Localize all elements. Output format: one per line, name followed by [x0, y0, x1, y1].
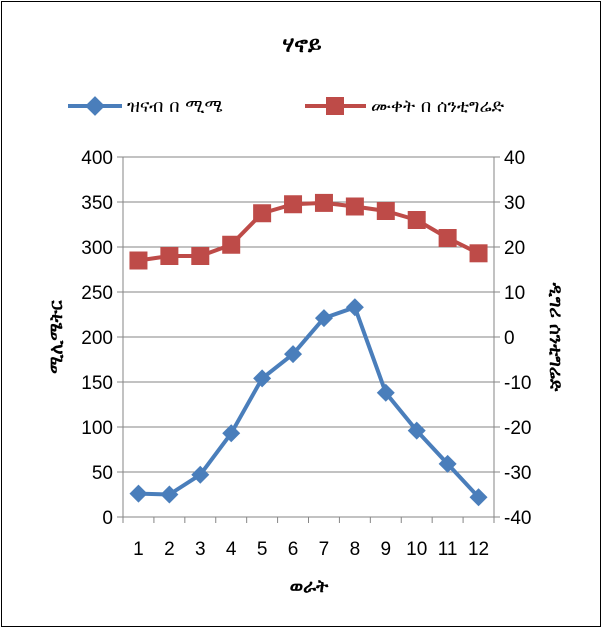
x-tick-label: 5 [257, 539, 268, 560]
series-line [138, 305, 481, 499]
x-tick-label: 8 [350, 539, 361, 560]
data-point-diamond [469, 488, 488, 507]
x-tick-label: 1 [133, 539, 144, 560]
x-tick-label: 3 [195, 539, 206, 560]
y-right-tick-label: 10 [504, 283, 525, 304]
x-tick-label: 11 [438, 539, 458, 560]
x-tick-label: 4 [226, 539, 237, 560]
data-point-square [314, 193, 333, 212]
data-point-diamond [222, 424, 241, 443]
y-left-tick-label: 150 [81, 373, 113, 394]
y-right-tick-label: -40 [504, 508, 531, 529]
legend: ዝናብ በ ሚሜ ሙቀት በ ሰንቲግሬድ [68, 96, 505, 117]
data-point-square [160, 247, 179, 265]
y-axis-right-title: ዲግሪ ሰንቲግሬድ [545, 282, 566, 392]
legend-label-temperature: ሙቀት በ ሰንቲግሬድ [371, 96, 505, 117]
y-left-tick-label: 400 [81, 148, 113, 169]
legend-marker-temperature [326, 97, 344, 115]
y-left-tick-label: 300 [81, 238, 113, 259]
x-tick-label: 7 [319, 539, 330, 560]
x-tick-label: 10 [406, 539, 427, 560]
series-temperature [129, 193, 488, 270]
data-point-diamond [407, 421, 426, 440]
data-point-square [469, 244, 488, 263]
data-point-diamond [191, 465, 210, 484]
y-left-tick-label: 200 [81, 328, 113, 349]
data-point-diamond [438, 454, 457, 473]
data-point-square [376, 202, 395, 220]
series-layer [129, 193, 488, 507]
data-point-diamond [376, 383, 395, 402]
y-left-tick-label: 0 [102, 508, 113, 529]
y-left-tick-label: 350 [81, 193, 113, 214]
data-point-diamond [284, 345, 303, 364]
tick-labels: 0 -40 50 -30 100 -20 150 -10 200 0 250 10 300 20 350 30… [81, 148, 531, 560]
axes [117, 156, 500, 523]
x-tick-label: 9 [381, 539, 392, 560]
data-point-square [191, 247, 210, 265]
x-tick-label: 6 [288, 539, 299, 560]
x-axis-title: ወራት [290, 576, 329, 597]
data-point-diamond [314, 309, 333, 328]
data-point-square [284, 195, 303, 214]
data-point-square [407, 211, 426, 229]
data-point-diamond [160, 485, 179, 504]
series-rainfall [129, 298, 488, 507]
data-point-diamond [345, 298, 364, 317]
y-left-tick-label: 100 [81, 418, 113, 439]
data-point-diamond [129, 484, 148, 503]
y-left-tick-label: 250 [81, 283, 113, 304]
y-right-tick-label: -10 [504, 373, 531, 394]
chart-title: ሃኖይ [283, 33, 322, 58]
data-point-square [253, 204, 272, 223]
y-right-tick-label: 40 [504, 148, 525, 169]
x-tick-label: 12 [468, 539, 489, 560]
legend-label-rainfall: ዝናብ በ ሚሜ [127, 96, 223, 117]
y-right-tick-label: -20 [504, 418, 531, 439]
data-point-square [438, 229, 457, 247]
series-line [138, 200, 480, 263]
y-right-tick-label: 0 [504, 328, 515, 349]
legend-entry-temperature: ሙቀት በ ሰንቲግሬድ [305, 96, 505, 117]
data-point-diamond [253, 369, 272, 388]
x-tick-label: 2 [164, 539, 175, 560]
data-point-square [345, 197, 364, 216]
y-right-tick-label: 20 [504, 238, 525, 259]
legend-entry-rainfall: ዝናብ በ ሚሜ [68, 96, 223, 117]
data-point-square [129, 251, 148, 270]
legend-marker-rainfall [85, 96, 105, 116]
y-left-tick-label: 50 [92, 463, 113, 484]
data-point-square [222, 235, 241, 254]
y-right-tick-label: -30 [504, 463, 531, 484]
y-axis-left-title: ሚሊሜትር [46, 299, 67, 374]
y-right-tick-label: 30 [504, 193, 525, 214]
